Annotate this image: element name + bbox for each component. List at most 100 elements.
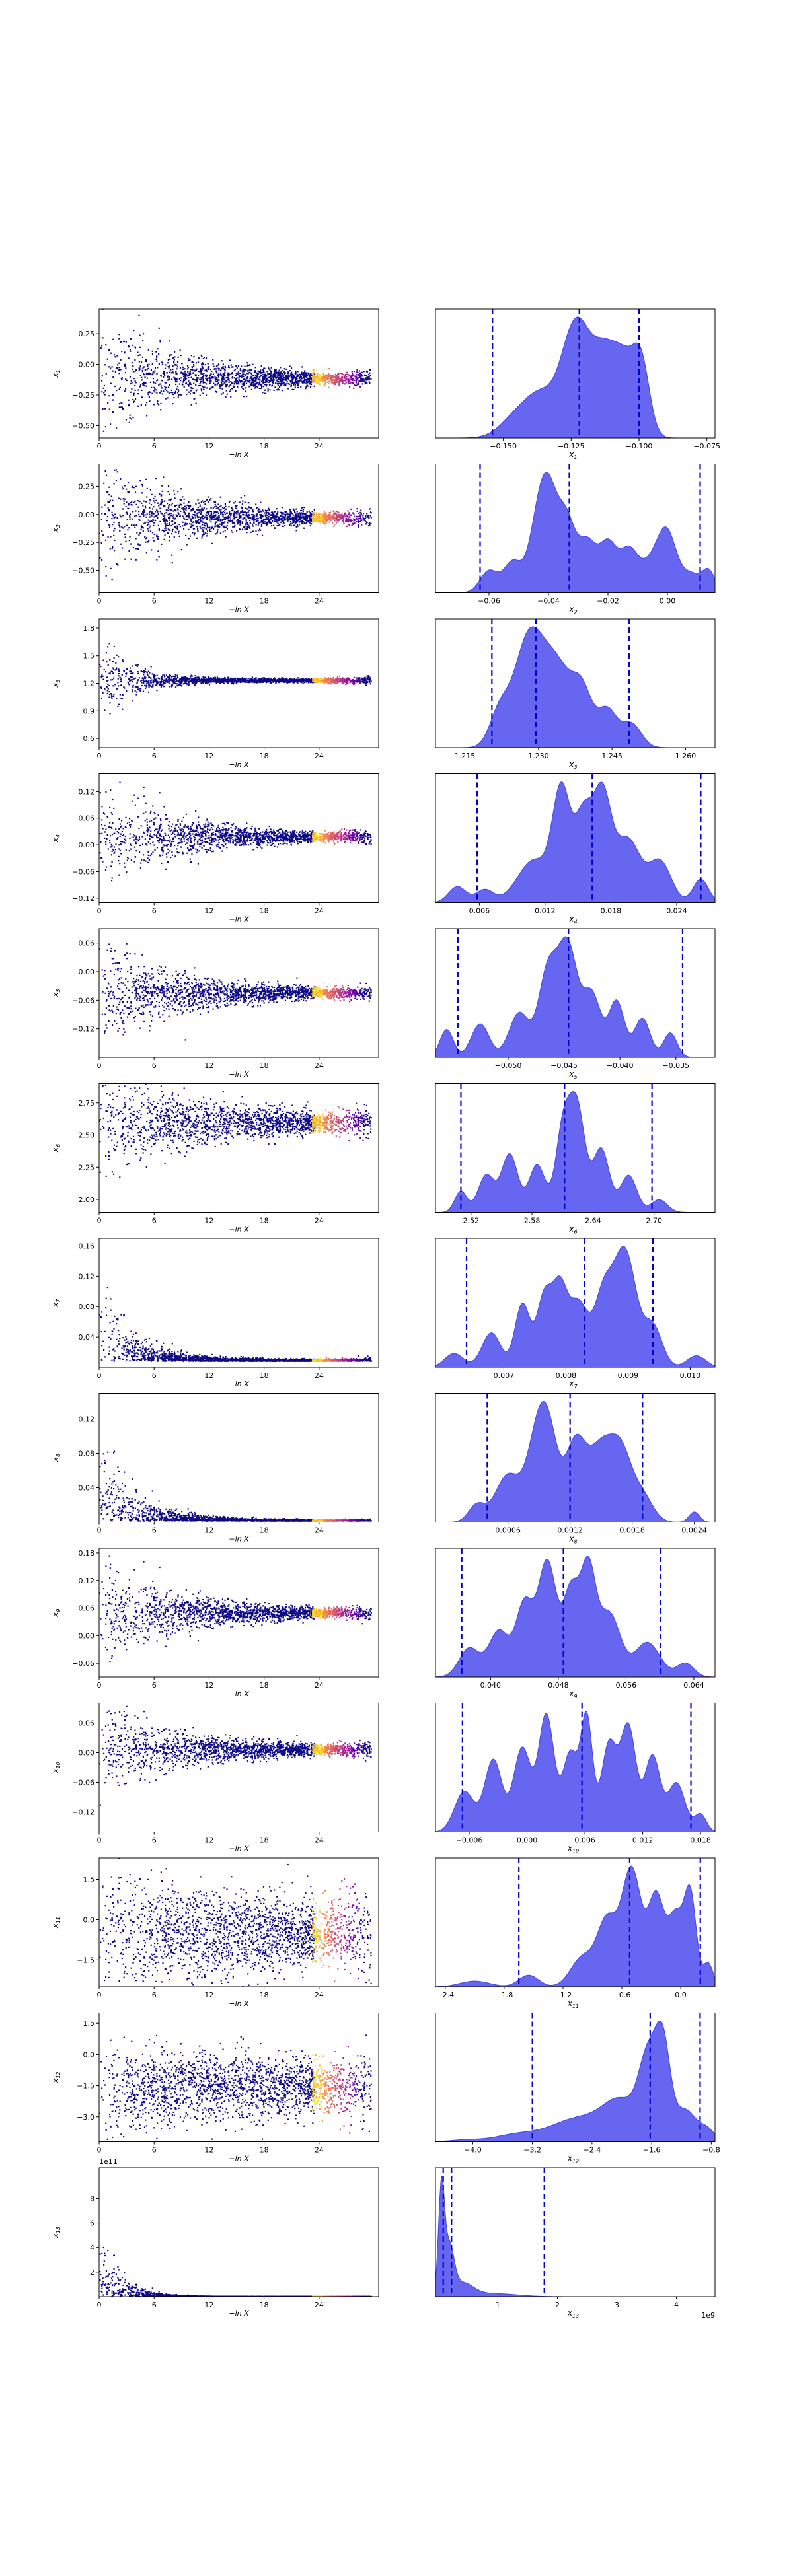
trace-point	[262, 371, 264, 374]
trace-point	[206, 517, 208, 519]
trace-point	[273, 379, 275, 381]
trace-point	[275, 514, 277, 517]
trace-point	[115, 662, 117, 664]
trace-point	[220, 505, 222, 507]
trace-point	[252, 680, 254, 683]
trace-point	[120, 406, 122, 408]
trace-point	[246, 373, 248, 375]
trace-point	[165, 367, 167, 369]
trace-point	[112, 376, 114, 378]
trace-point	[219, 678, 221, 680]
trace-point	[280, 380, 282, 382]
trace-point	[104, 504, 106, 506]
trace-point	[148, 686, 150, 688]
trace-point	[280, 382, 282, 384]
trace-point	[138, 677, 141, 679]
trace-point	[210, 530, 212, 533]
trace-point	[141, 670, 143, 673]
trace-point	[249, 380, 251, 382]
trace-point	[298, 382, 300, 384]
trace-point	[270, 371, 272, 373]
trace-point	[148, 372, 150, 374]
trace-point	[137, 354, 139, 357]
trace-point	[279, 523, 281, 526]
trace-point	[312, 385, 315, 387]
trace-point	[255, 379, 257, 381]
trace-point	[312, 513, 314, 515]
trace-point	[159, 681, 161, 683]
trace-point	[284, 383, 286, 385]
trace-point	[228, 680, 230, 682]
trace-point	[358, 381, 359, 383]
trace-point	[222, 363, 224, 365]
trace-point	[356, 378, 358, 380]
trace-point	[128, 678, 130, 680]
trace-point	[180, 681, 183, 683]
trace-point	[368, 517, 370, 519]
trace-point	[307, 382, 309, 384]
trace-point	[270, 375, 272, 377]
trace-point	[206, 535, 208, 537]
trace-point	[154, 391, 156, 393]
trace-point	[234, 678, 236, 680]
trace-point	[250, 372, 252, 374]
trace-point	[257, 520, 259, 522]
trace-point	[348, 524, 350, 526]
trace-point	[210, 678, 212, 680]
trace-point	[188, 515, 190, 517]
trace-point	[317, 374, 319, 376]
trace-point	[139, 515, 141, 518]
trace-point	[173, 362, 175, 364]
trace-point	[360, 513, 362, 515]
trace-point	[328, 516, 330, 518]
trace-point	[289, 515, 291, 517]
trace-point	[301, 377, 303, 379]
trace-point	[161, 387, 163, 389]
trace-point	[228, 380, 230, 382]
trace-point	[313, 515, 315, 517]
trace-point	[235, 380, 237, 382]
trace-point	[145, 501, 147, 503]
trace-point	[133, 392, 135, 394]
trace-point	[356, 374, 358, 376]
trace-point	[157, 680, 159, 682]
trace-point	[179, 682, 181, 684]
trace-point	[205, 369, 208, 371]
trace-point	[280, 385, 282, 387]
x-tick-label: 24	[315, 597, 324, 606]
trace-point	[120, 402, 122, 404]
trace-point	[169, 493, 170, 495]
trace-point	[229, 373, 232, 375]
trace-point	[211, 377, 213, 379]
trace-point	[254, 376, 256, 378]
trace-point	[189, 680, 191, 682]
trace-point	[106, 491, 108, 493]
trace-point	[140, 404, 142, 406]
trace-point	[338, 516, 340, 518]
trace-point	[244, 365, 246, 367]
trace-point	[143, 500, 145, 502]
trace-point	[221, 680, 223, 682]
trace-point	[118, 497, 120, 499]
trace-point	[264, 377, 266, 379]
trace-point	[334, 520, 336, 522]
trace-point	[253, 383, 255, 385]
trace-point	[295, 377, 297, 379]
trace-point	[316, 382, 318, 384]
trace-point	[167, 386, 169, 388]
trace-point	[226, 393, 228, 395]
trace-point	[211, 514, 213, 516]
trace-point	[281, 513, 283, 515]
trace-point	[227, 678, 229, 680]
trace-point	[309, 681, 311, 683]
trace-point	[184, 524, 186, 526]
trace-point	[235, 682, 237, 684]
trace-point	[114, 371, 116, 373]
trace-point	[330, 375, 332, 377]
trace-point	[215, 678, 217, 680]
trace-point	[258, 382, 260, 384]
trace-point	[287, 377, 289, 379]
trace-point	[128, 421, 130, 423]
trace-point	[299, 376, 301, 378]
trace-point	[350, 508, 352, 511]
